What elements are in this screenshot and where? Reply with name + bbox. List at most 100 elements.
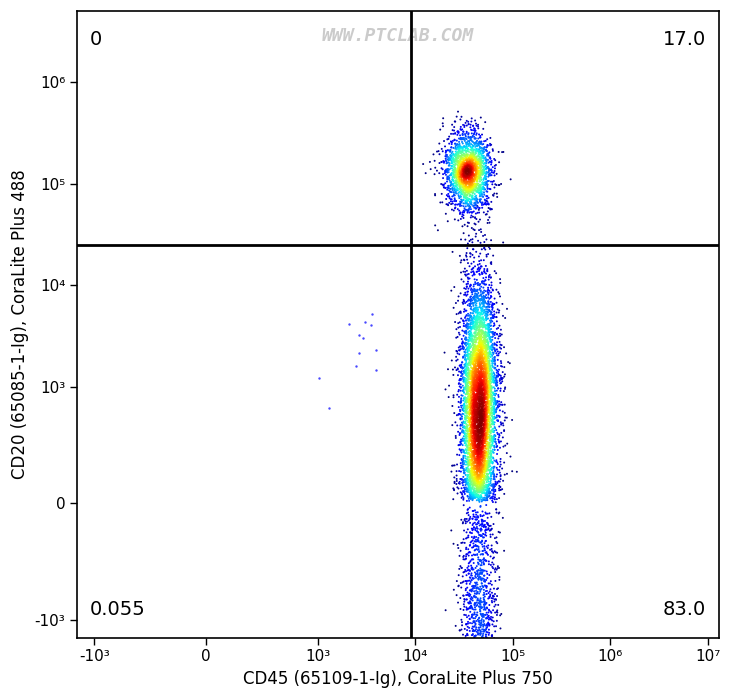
Point [474,294,485,305]
Point [448,302,460,313]
Point [476,519,488,530]
Point [456,373,468,384]
Point [471,382,482,393]
Point [451,169,463,180]
Point [481,382,493,393]
Point [471,166,482,177]
Point [466,412,478,423]
Point [472,342,484,353]
Point [462,448,474,459]
Point [445,176,457,187]
Point [480,354,492,365]
Point [460,413,471,424]
Point [472,259,484,271]
Point [464,157,476,168]
Point [478,254,490,266]
Point [468,470,479,481]
Point [481,340,493,352]
Point [475,620,487,631]
Point [482,375,493,387]
Point [469,431,481,442]
Point [478,376,490,387]
Point [465,370,476,382]
Point [475,404,487,415]
Point [471,478,483,489]
Point [474,415,486,426]
Point [469,489,481,500]
Point [464,341,476,352]
Point [479,402,491,413]
Point [467,292,479,303]
Point [447,143,459,154]
Point [451,176,463,187]
Point [469,408,481,419]
Point [489,589,501,600]
Point [493,562,505,573]
Point [475,347,487,359]
Point [496,361,507,372]
Point [479,665,491,676]
Point [474,624,485,635]
Point [465,169,477,180]
Point [480,329,492,340]
Point [465,142,477,153]
Point [476,480,487,491]
Point [476,444,488,455]
Point [465,149,477,160]
Point [471,398,483,410]
Point [463,319,474,330]
Point [454,444,465,455]
Point [465,156,477,167]
Point [471,317,482,329]
Point [479,418,491,429]
Point [464,469,476,480]
Point [468,454,480,465]
Point [466,610,478,621]
Point [459,554,471,565]
Point [465,334,476,345]
Point [462,428,474,439]
Point [469,384,481,396]
Point [472,154,484,165]
Point [458,205,470,216]
Point [457,180,468,192]
Point [454,317,465,328]
Point [460,433,471,444]
Point [476,466,487,477]
Point [476,347,487,358]
Point [441,151,452,162]
Point [463,547,475,558]
Point [450,298,462,309]
Point [488,616,500,627]
Point [464,140,476,151]
Point [477,693,489,699]
Point [459,383,471,394]
Point [475,313,487,324]
Point [492,370,504,381]
Point [461,422,473,433]
Point [479,369,491,380]
Point [457,210,469,221]
Point [471,481,483,492]
Point [470,307,482,318]
Point [447,152,459,164]
Point [462,459,474,470]
Point [479,170,491,181]
Point [468,668,479,679]
Point [460,551,472,562]
Point [477,419,489,430]
Point [468,305,479,317]
Point [485,398,496,410]
Point [456,454,468,465]
Point [472,352,484,363]
Point [466,352,478,363]
Point [456,426,468,438]
Point [477,342,489,353]
Point [466,550,478,561]
Point [474,492,485,503]
Point [472,348,484,359]
Point [462,278,474,289]
Point [463,469,474,480]
Point [469,212,481,223]
Point [465,593,476,604]
